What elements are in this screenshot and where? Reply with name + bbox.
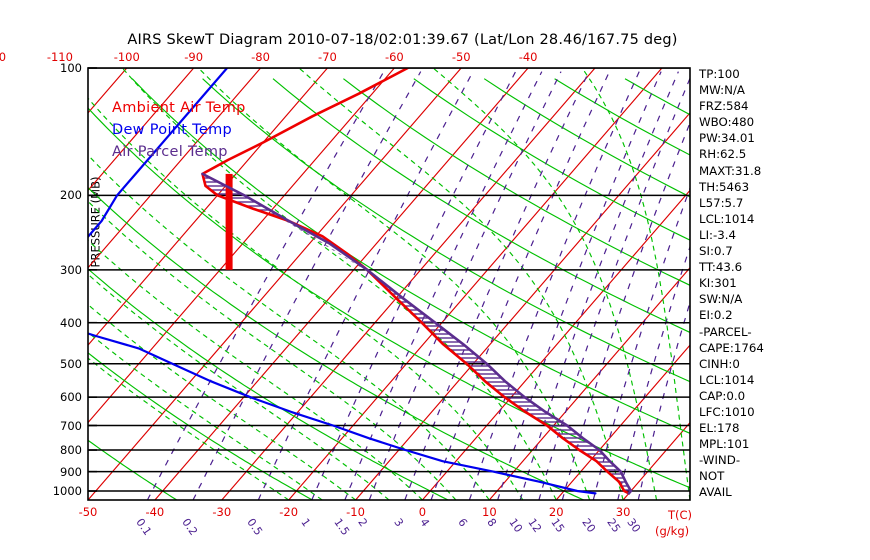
stat-line: MW:N/A — [699, 83, 745, 98]
legend-air-parcel-temp: Air Parcel Temp — [112, 144, 228, 160]
stat-line: MPL:101 — [699, 437, 750, 452]
axis-tick-marks — [88, 67, 97, 492]
stat-line: -WIND- — [699, 453, 741, 468]
stat-line: AVAIL — [699, 485, 732, 500]
stat-line: NOT — [699, 469, 725, 484]
stat-line: LCL:1014 — [699, 372, 755, 387]
stats-panel: TP:100 MW:N/A FRZ:584 WBO:480 PW:34.01 RH:62.… — [699, 66, 819, 501]
stat-line: PW:34.01 — [699, 131, 755, 146]
stat-line: -PARCEL- — [699, 324, 752, 339]
stat-line: LFC:1010 — [699, 404, 755, 419]
isobar-lines — [88, 68, 690, 492]
x-axis-mixing-label: (g/kg) — [655, 524, 690, 538]
plot-frame — [87, 67, 691, 501]
stat-line: EL:178 — [699, 421, 740, 436]
stat-line: TP:100 — [699, 67, 740, 81]
stat-line: EI:0.2 — [699, 308, 733, 323]
stat-line: L57:5.7 — [699, 195, 744, 210]
page-title: AIRS SkewT Diagram 2010-07-18/02:01:39.6… — [127, 32, 678, 48]
stat-line: TT:43.6 — [699, 260, 743, 275]
stat-line: TH:5463 — [699, 179, 750, 194]
el-marker-bar — [225, 173, 233, 270]
legend-dew-point-temp: Dew Point Temp — [112, 122, 233, 138]
legend-ambient-air-temp: Ambient Air Temp — [112, 100, 246, 116]
stat-line: LCL:1014 — [699, 211, 755, 226]
stat-line: CAP:0.0 — [699, 388, 746, 403]
stat-line: KI:301 — [699, 276, 737, 291]
stat-line: CAPE:1764 — [699, 340, 764, 355]
stat-line: LI:-3.4 — [699, 227, 737, 242]
stat-line: MAXT:31.8 — [699, 163, 762, 178]
stat-line: SI:0.7 — [699, 244, 733, 259]
stat-line: WBO:480 — [699, 115, 755, 130]
profile-curves — [88, 68, 633, 495]
moist-adiabat-lines — [88, 68, 690, 500]
stat-line: FRZ:584 — [699, 99, 749, 114]
stat-line: RH:62.5 — [699, 147, 747, 162]
ambient-temp-curve — [201, 68, 631, 495]
parcel-temp-curve — [201, 172, 633, 495]
dewpoint-temp-curve — [88, 68, 597, 495]
isotherm-lines — [88, 68, 690, 500]
stat-line: SW:N/A — [699, 292, 743, 307]
mixing-ratio-lines — [146, 71, 690, 500]
x-axis-temp-label: T(C) — [668, 508, 693, 522]
stat-line: CINH:0 — [699, 356, 740, 371]
grid-lines — [88, 68, 690, 500]
